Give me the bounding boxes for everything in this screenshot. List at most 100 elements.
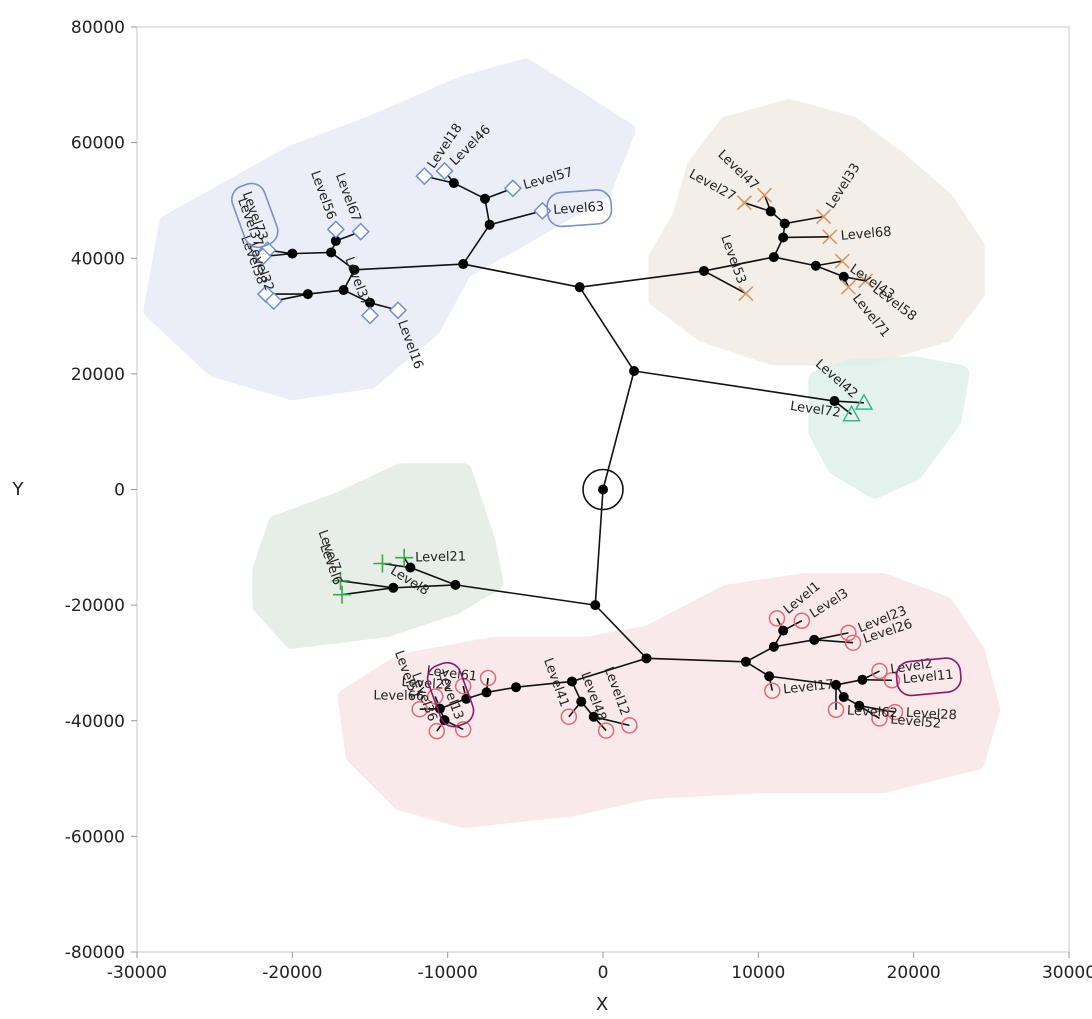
- leaf-marker-Level36: [428, 722, 446, 740]
- tree-edge: [745, 646, 775, 663]
- internal-node: [698, 265, 709, 276]
- internal-node: [574, 282, 585, 293]
- tree-edge: [814, 632, 849, 641]
- internal-node: [838, 692, 849, 703]
- leaf-label-Level28: Level28: [906, 706, 958, 724]
- leaf-label-Level11: Level11: [902, 667, 954, 687]
- leaf-marker-Level67: [351, 222, 370, 241]
- x-tick-label: -10000: [418, 963, 478, 983]
- internal-node: [588, 711, 599, 722]
- internal-node: [481, 687, 492, 698]
- y-tick-label: 20000: [71, 365, 125, 385]
- leaf-marker-Level32: [264, 291, 283, 311]
- internal-node: [838, 271, 849, 282]
- leaf-markers: [253, 161, 904, 740]
- leaf-marker-Level46: [435, 161, 454, 181]
- highlight-box-Level11: [895, 657, 962, 697]
- internal-node: [302, 289, 313, 300]
- highlight-box-Level73: [231, 182, 279, 249]
- internal-node: [338, 285, 349, 296]
- internal-node: [388, 582, 399, 593]
- leaf-marker-Level1: [768, 610, 786, 627]
- leaf-label-Level66: Level66: [373, 688, 424, 704]
- internal-node: [349, 264, 360, 275]
- y-tick-label: 60000: [71, 134, 125, 154]
- leaf-marker-Level43: [834, 253, 850, 269]
- highlight-box-Level63: [546, 189, 613, 228]
- leaf-marker-Level23: [840, 624, 857, 642]
- leaf-marker-Level62: [827, 701, 845, 719]
- leaf-marker-Level21: [395, 548, 414, 567]
- tree-edge: [515, 680, 573, 689]
- tree-edge: [455, 584, 596, 606]
- leaf-marker-Level52: [871, 710, 888, 727]
- cluster-hull-green: [252, 463, 504, 649]
- tree-edge: [354, 263, 464, 271]
- tree-edge: [571, 657, 647, 683]
- leaf-marker-Level57: [503, 179, 522, 198]
- tree-edge: [703, 256, 775, 272]
- leaf-marker-Level28: [886, 703, 904, 721]
- internal-node: [287, 248, 298, 259]
- leaf-marker-Level72: [842, 404, 861, 422]
- x-axis-title: X: [596, 994, 608, 1015]
- leaf-marker-Level47: [756, 187, 773, 203]
- leaf-marker-Level48: [597, 722, 615, 739]
- x-tick-label: -30000: [107, 963, 167, 983]
- internal-node: [458, 259, 469, 270]
- cluster-hull-orange: [648, 98, 985, 366]
- leaf-marker-Level37: [253, 247, 272, 266]
- leaf-label-Level62: Level62: [847, 703, 899, 721]
- leaf-marker-Level7: [331, 571, 350, 590]
- leaf-marker-Level3: [793, 612, 811, 629]
- internal-node: [857, 674, 868, 685]
- cluster-hull-teal: [808, 356, 970, 499]
- leaf-marker-Level27: [736, 195, 752, 211]
- internal-node: [778, 232, 789, 243]
- internal-node: [439, 715, 450, 726]
- internal-node: [484, 219, 495, 230]
- internal-node: [779, 218, 790, 229]
- internal-node: [768, 252, 779, 263]
- leaf-marker-Level33: [816, 209, 832, 225]
- internal-node: [448, 178, 459, 189]
- leaf-marker-Level56: [326, 220, 345, 239]
- x-axis: -30000 -20000 -10000 0 10000 20000 30000: [107, 952, 1092, 983]
- internal-node: [479, 193, 490, 204]
- tree-edge: [593, 715, 630, 727]
- y-tick-label: 40000: [71, 249, 125, 269]
- tree-edge: [703, 270, 747, 295]
- internal-node: [511, 682, 522, 693]
- y-tick-label: -80000: [65, 943, 125, 963]
- leaf-marker-Level71: [840, 279, 856, 295]
- x-tick-label: 30000: [1042, 963, 1092, 983]
- internal-node: [590, 600, 601, 611]
- leaf-marker-Level41: [560, 708, 578, 725]
- leaf-label-Level63: Level63: [553, 199, 605, 218]
- internal-node: [326, 247, 337, 258]
- internal-node: [764, 671, 775, 682]
- internal-node: [641, 653, 652, 664]
- y-tick-label: 0: [114, 481, 125, 501]
- leaf-label-Level52: Level52: [890, 712, 942, 731]
- leaf-marker-Level12: [621, 717, 638, 734]
- root-point: [598, 484, 608, 495]
- internal-node: [810, 260, 821, 271]
- x-tick-label: 20000: [887, 963, 941, 983]
- tree-edge: [769, 675, 837, 686]
- tree-edge: [783, 236, 830, 239]
- cluster-hulls: [143, 58, 1001, 828]
- x-tick-label: 0: [598, 963, 609, 983]
- tree-edge: [453, 182, 486, 200]
- tree-edge: [773, 639, 815, 648]
- leaf-marker-Level13: [454, 721, 472, 738]
- leaf-marker-Level61: [479, 669, 497, 687]
- internal-node: [778, 625, 789, 636]
- y-axis-title: Y: [12, 479, 25, 500]
- cluster-hull-blue: [143, 58, 636, 401]
- internal-node: [330, 235, 341, 246]
- leaf-label-Level61: Level61: [426, 664, 478, 685]
- internal-node: [768, 641, 779, 652]
- leaf-label-Level72: Level72: [789, 399, 841, 421]
